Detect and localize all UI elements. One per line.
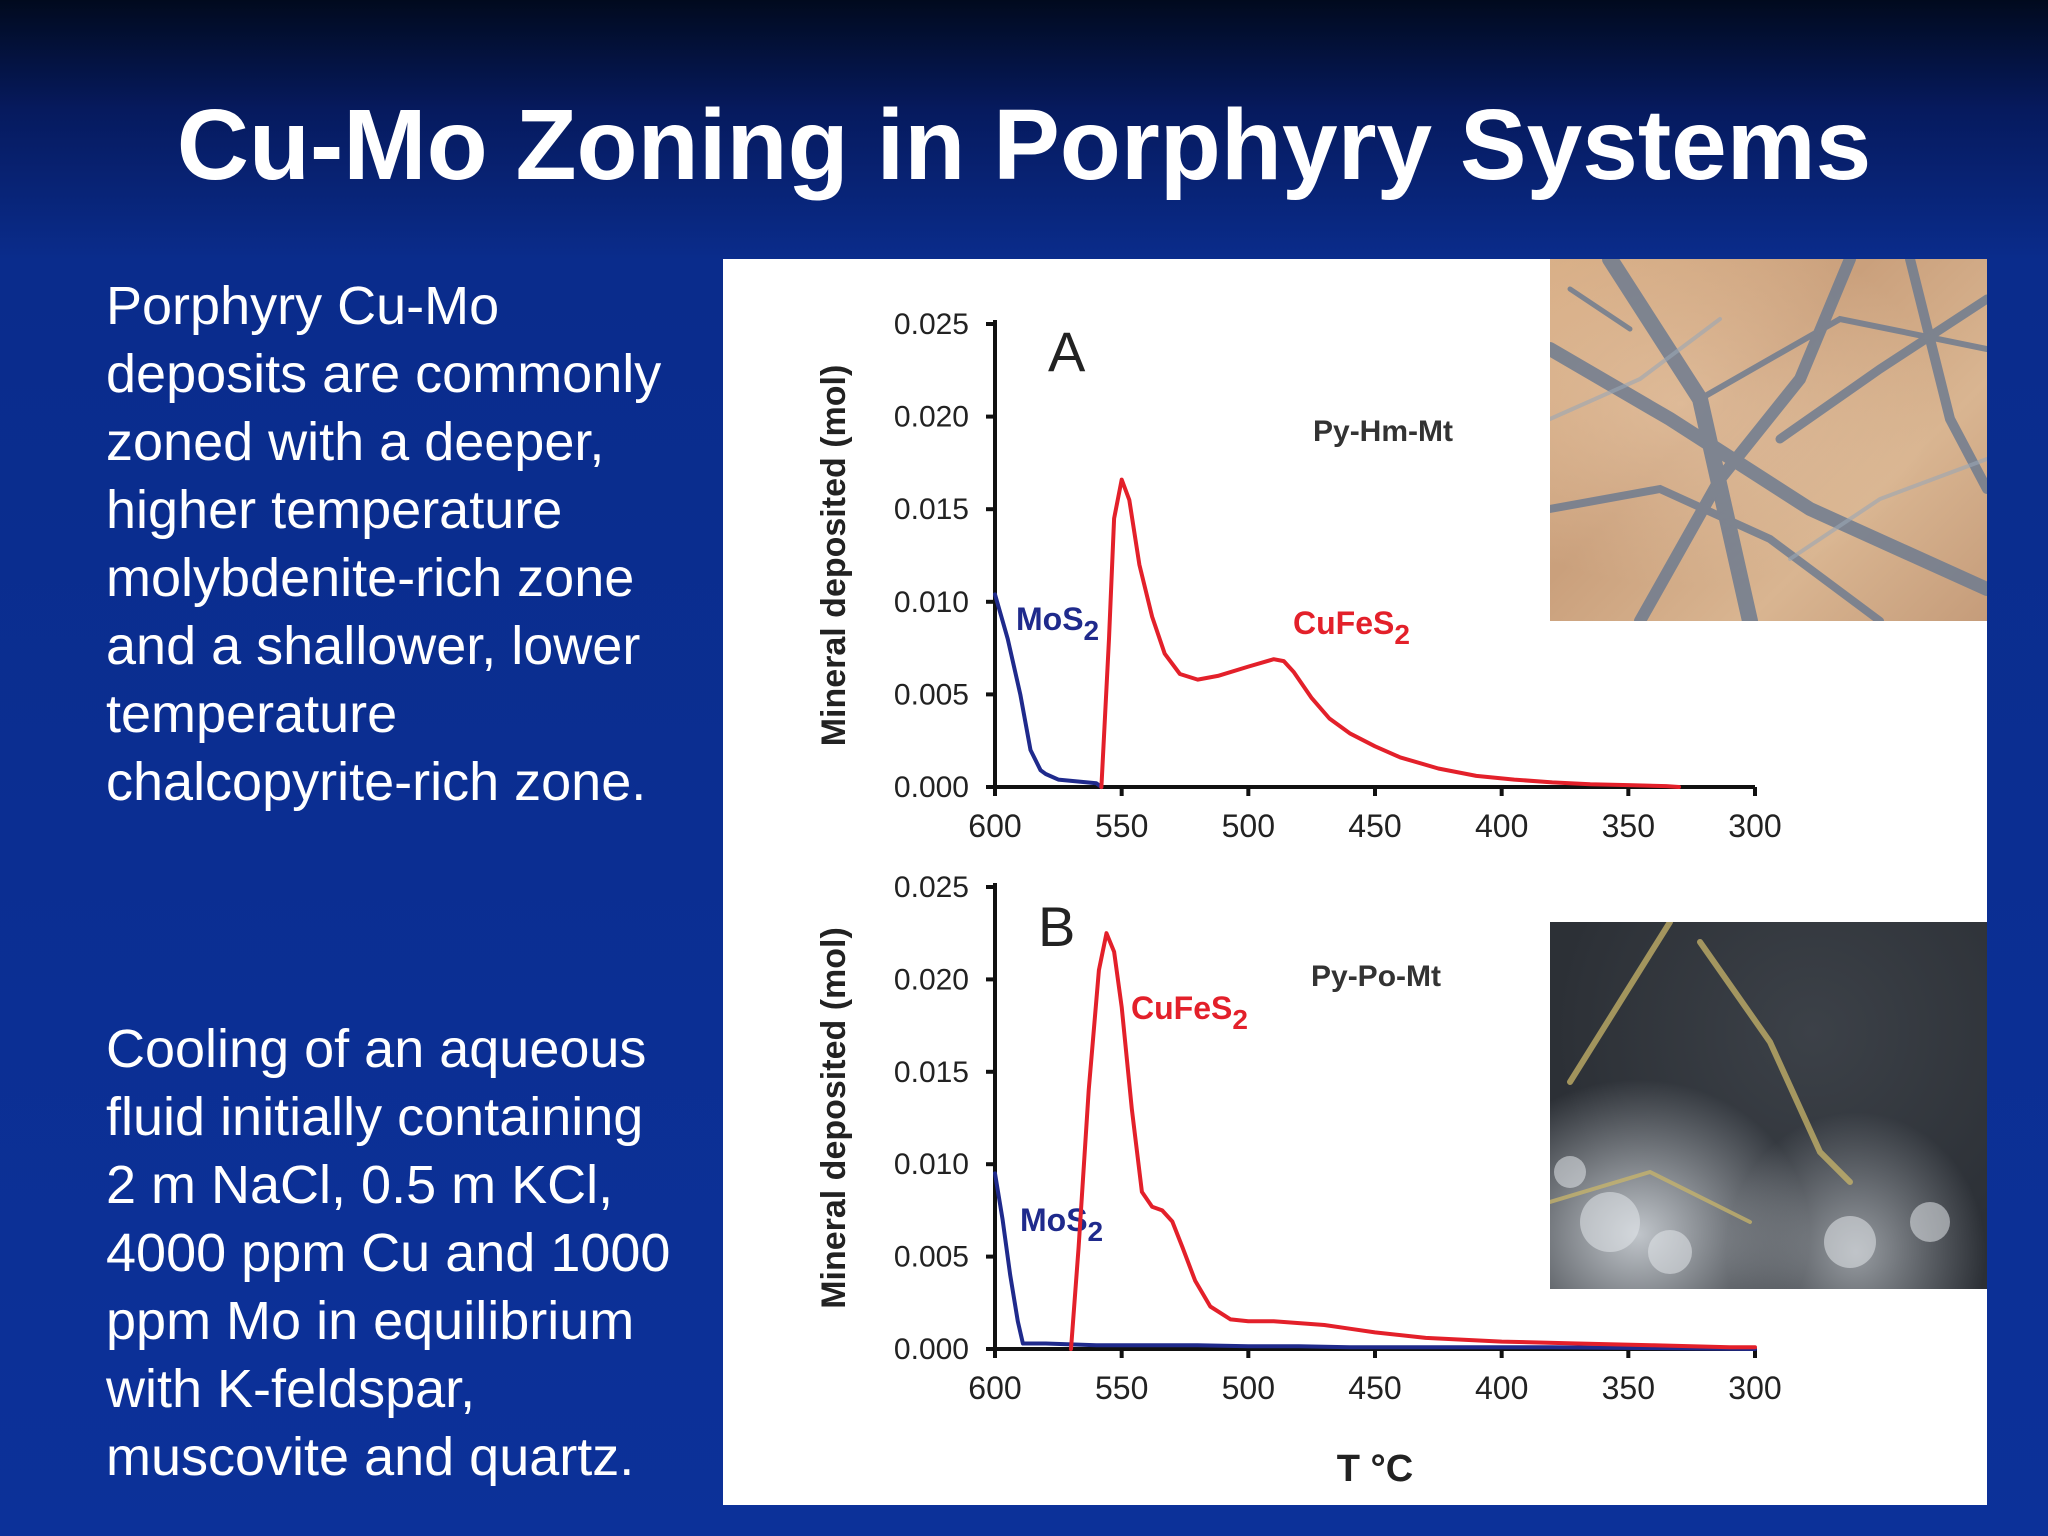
paragraph-line: muscovite and quartz.	[106, 1427, 635, 1487]
y-tick-label: 0.015	[894, 1056, 969, 1089]
y-tick-label: 0.025	[894, 871, 969, 904]
paragraph-line: and a shallower, lower	[106, 616, 641, 676]
x-tick-label: 550	[1095, 808, 1148, 844]
y-tick-label: 0.005	[894, 678, 969, 711]
paragraph-line: higher temperature	[106, 480, 563, 540]
paragraph-line: chalcopyrite-rich zone.	[106, 752, 647, 812]
x-tick-label: 550	[1095, 1370, 1148, 1406]
series-line-cufes2	[1099, 477, 1681, 789]
vein-photo-b	[1550, 922, 1987, 1289]
assemblage-label: Py-Po-Mt	[1311, 960, 1441, 993]
x-tick-label: 400	[1475, 808, 1528, 844]
x-tick-label: 300	[1728, 808, 1781, 844]
y-axis-label: Mineral deposited (mol)	[815, 365, 853, 747]
series-label: CuFeS2	[1131, 990, 1248, 1035]
paragraph-line: with K-feldspar,	[106, 1359, 476, 1419]
vein-photo-a	[1550, 259, 1987, 621]
y-tick-label: 0.020	[894, 401, 969, 434]
panel-label: B	[1038, 895, 1075, 958]
x-tick-label: 500	[1222, 1370, 1275, 1406]
y-tick-label: 0.015	[894, 493, 969, 526]
x-tick-label: 350	[1602, 1370, 1655, 1406]
slide-title: Cu-Mo Zoning in Porphyry Systems	[176, 89, 1872, 201]
paragraph-line: Porphyry Cu-Mo	[106, 276, 500, 336]
x-tick-label: 450	[1348, 808, 1401, 844]
experiment-paragraph: Cooling of an aqueous fluid initially co…	[106, 1015, 726, 1491]
x-tick-label: 600	[968, 808, 1021, 844]
series-label: CuFeS2	[1293, 605, 1410, 650]
y-tick-label: 0.010	[894, 586, 969, 619]
x-tick-label: 400	[1475, 1370, 1528, 1406]
y-tick-label: 0.025	[894, 308, 969, 341]
paragraph-line: 4000 ppm Cu and 1000	[106, 1223, 671, 1283]
paragraph-line: deposits are commonly	[106, 344, 662, 404]
series-label: MoS2	[1016, 601, 1099, 646]
x-tick-label: 600	[968, 1370, 1021, 1406]
description-paragraph: Porphyry Cu-Mo deposits are commonly zon…	[106, 272, 726, 816]
paragraph-line: fluid initially containing	[106, 1087, 644, 1147]
paragraph-line: molybdenite-rich zone	[106, 548, 635, 608]
x-axis-label: T °C	[1337, 1448, 1413, 1490]
chart-figure: 0.000 0.005 0.010 0.015 0.020 0.025 600 550 500 4…	[815, 308, 1782, 1490]
paragraph-line: Cooling of an aqueous	[106, 1019, 647, 1079]
x-tick-label: 450	[1348, 1370, 1401, 1406]
y-tick-label: 0.000	[894, 1333, 969, 1366]
figure-panel: 0.000 0.005 0.010 0.015 0.020 0.025 600 550 500 4…	[723, 259, 1987, 1505]
x-tick-label: 350	[1602, 808, 1655, 844]
chart-panel-b: 0.000 0.005 0.010 0.015 0.020 0.025 600 550 500 4…	[815, 871, 1782, 1490]
series-line-cufes2	[1069, 931, 1757, 1351]
y-axis-label: Mineral deposited (mol)	[815, 927, 853, 1309]
y-tick-label: 0.020	[894, 963, 969, 996]
series-label: MoS2	[1020, 1202, 1103, 1247]
paragraph-line: temperature	[106, 684, 398, 744]
series-line-mos2	[993, 1171, 1757, 1351]
y-tick-label: 0.010	[894, 1148, 969, 1181]
y-tick-label: 0.000	[894, 771, 969, 804]
chart-panel-a: 0.000 0.005 0.010 0.015 0.020 0.025 600 550 500 4…	[815, 308, 1782, 844]
paragraph-line: ppm Mo in equilibrium	[106, 1291, 635, 1351]
x-tick-label: 500	[1222, 808, 1275, 844]
paragraph-line: 2 m NaCl, 0.5 m KCl,	[106, 1155, 614, 1215]
paragraph-line: zoned with a deeper,	[106, 412, 605, 472]
x-tick-label: 300	[1728, 1370, 1781, 1406]
panel-label: A	[1048, 320, 1086, 383]
series-line-mos2	[993, 592, 1104, 789]
y-tick-label: 0.005	[894, 1241, 969, 1274]
assemblage-label: Py-Hm-Mt	[1313, 415, 1453, 448]
